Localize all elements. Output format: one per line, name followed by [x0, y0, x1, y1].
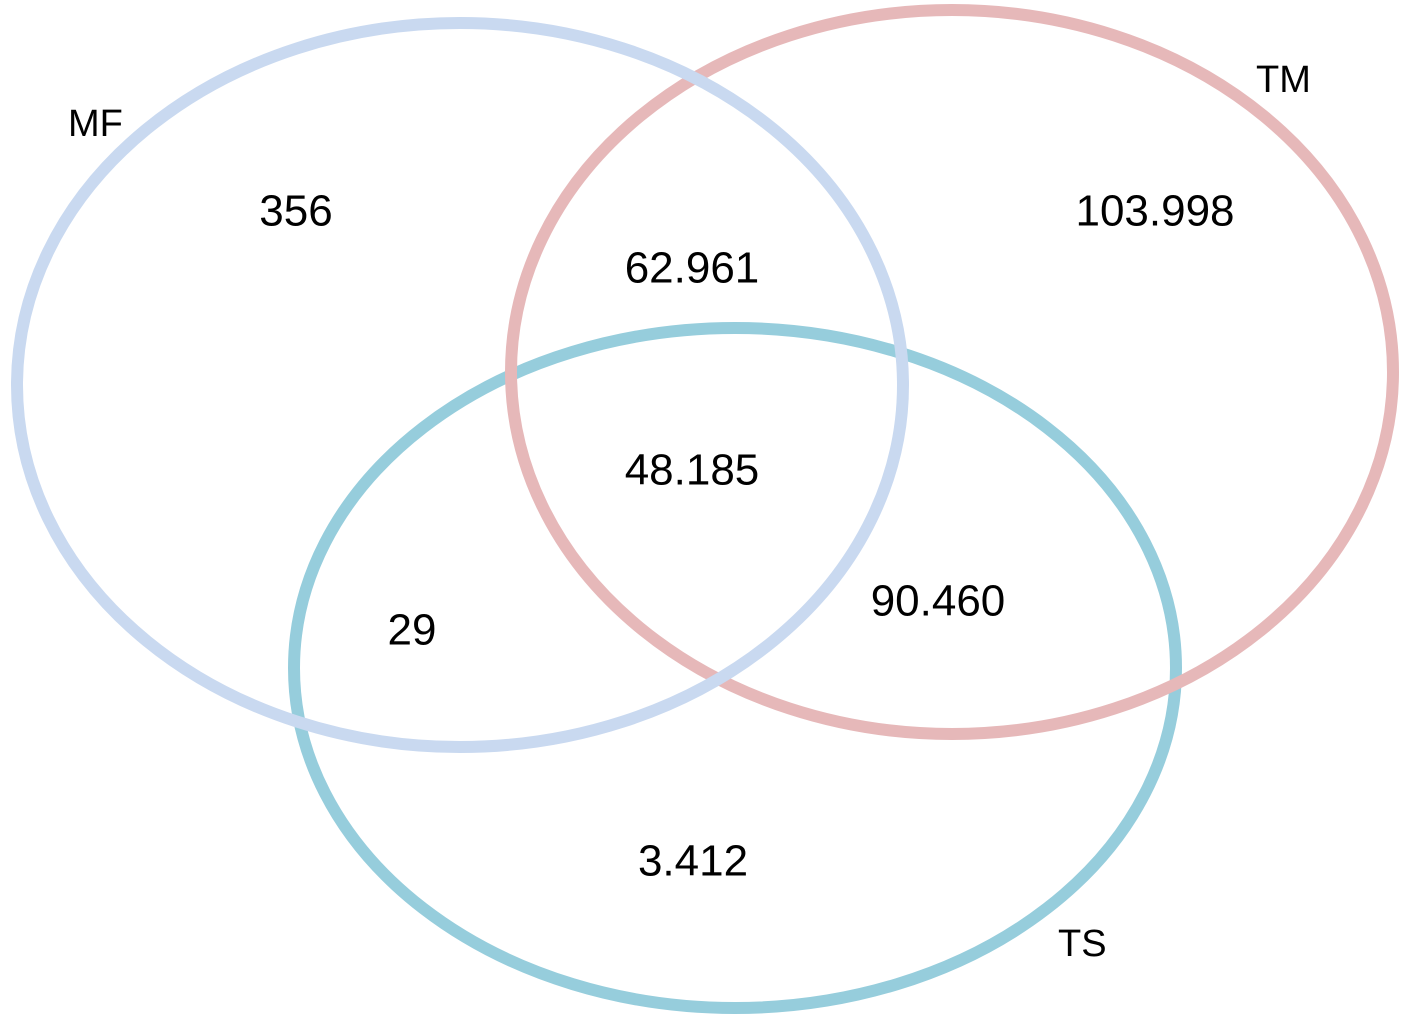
set-ts-circle	[288, 322, 1182, 1014]
region-label: 48.185	[625, 446, 760, 495]
set-label: MF	[68, 103, 123, 145]
set-label: TM	[1256, 59, 1311, 101]
region-label: 29	[388, 606, 437, 655]
region-label: 356	[259, 187, 332, 236]
set-label: TS	[1058, 923, 1107, 965]
set-tm-circle	[505, 4, 1399, 740]
region-label: 103.998	[1075, 187, 1234, 236]
region-label: 62.961	[625, 244, 760, 293]
region-label: 90.460	[871, 577, 1006, 626]
region-label: 3.412	[638, 837, 748, 886]
set-mf-circle	[11, 17, 909, 753]
